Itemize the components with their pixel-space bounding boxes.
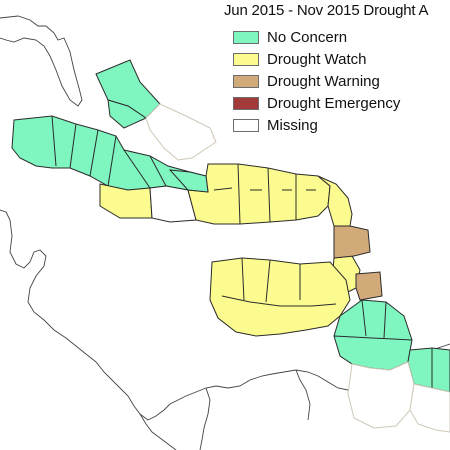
region-haiti-none (168, 169, 209, 193)
legend: No Concern Drought Watch Drought Warning… (233, 26, 400, 136)
legend-label: Drought Emergency (267, 94, 401, 112)
legend-item-no-concern: No Concern (233, 26, 400, 48)
legend-item-drought-emergency: Drought Emergency (233, 92, 400, 114)
legend-label: Drought Watch (267, 50, 367, 68)
region-hispaniola (187, 163, 331, 225)
legend-swatch-drought-warning (233, 74, 259, 88)
region-jamaica-watch (99, 183, 153, 219)
legend-label: No Concern (267, 28, 348, 46)
region-guyana (333, 299, 450, 393)
region-antilles-warning (333, 225, 383, 301)
region-missing-bahamas (145, 103, 217, 161)
legend-item-drought-watch: Drought Watch (233, 48, 400, 70)
legend-swatch-drought-emergency (233, 96, 259, 110)
region-bahamas (95, 59, 161, 129)
region-missing-southeast (347, 361, 450, 433)
map-title: Jun 2015 - Nov 2015 Drought A (224, 2, 429, 19)
legend-swatch-missing (233, 118, 259, 132)
legend-label: Missing (267, 116, 318, 134)
legend-label: Drought Warning (267, 72, 380, 90)
legend-item-missing: Missing (233, 114, 400, 136)
legend-swatch-drought-watch (233, 52, 259, 66)
legend-swatch-no-concern (233, 30, 259, 44)
legend-item-drought-warning: Drought Warning (233, 70, 400, 92)
region-south-watch (209, 257, 351, 337)
